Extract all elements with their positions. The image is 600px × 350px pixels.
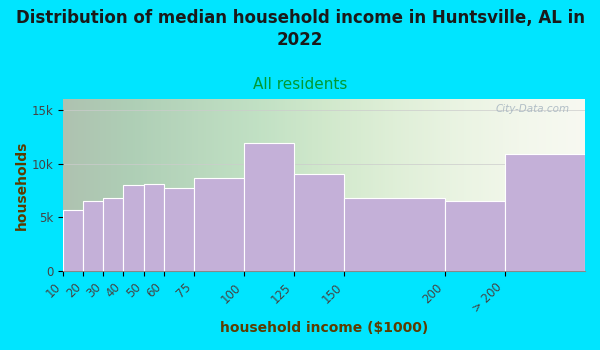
Bar [244, 143, 294, 271]
Bar [445, 201, 505, 271]
Y-axis label: households: households [15, 140, 29, 230]
X-axis label: household income ($1000): household income ($1000) [220, 321, 428, 335]
Bar [294, 174, 344, 271]
Bar [164, 188, 194, 271]
Bar [143, 184, 164, 271]
Bar [83, 201, 103, 271]
Bar [505, 154, 585, 271]
Bar [63, 210, 83, 271]
Bar [194, 177, 244, 271]
Text: City-Data.com: City-Data.com [495, 104, 569, 114]
Bar [103, 198, 124, 271]
Bar [124, 185, 143, 271]
Text: Distribution of median household income in Huntsville, AL in
2022: Distribution of median household income … [16, 9, 584, 49]
Text: All residents: All residents [253, 77, 347, 92]
Bar [344, 198, 445, 271]
